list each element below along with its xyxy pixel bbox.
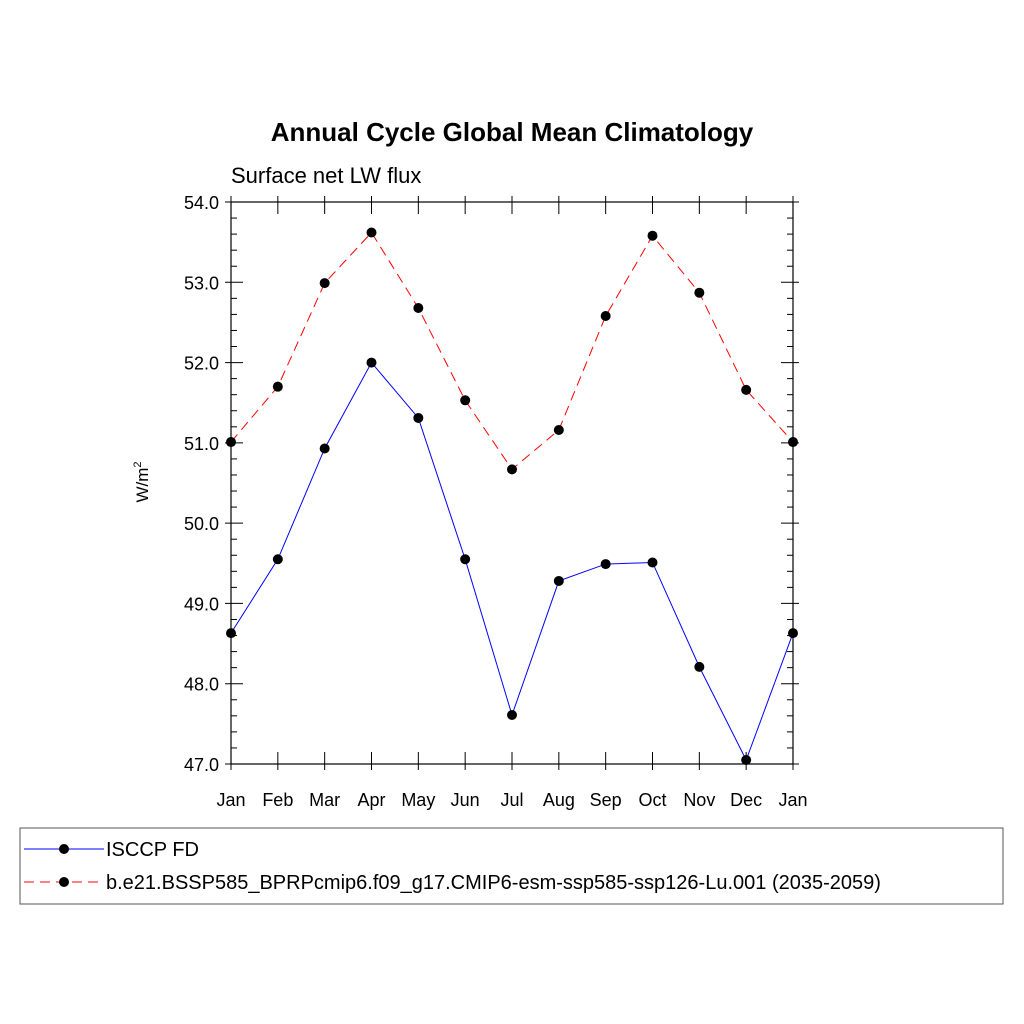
svg-text:W/m2: W/m2 bbox=[132, 461, 152, 502]
y-axis-label-base: W/m bbox=[133, 468, 152, 503]
series-1-point bbox=[600, 559, 611, 570]
legend-marker-2 bbox=[59, 877, 69, 887]
y-axis-label-superscript: 2 bbox=[132, 461, 144, 467]
series-1-point bbox=[507, 710, 517, 721]
series-1-point bbox=[460, 554, 471, 565]
chart-title: Annual Cycle Global Mean Climatology bbox=[271, 117, 754, 147]
x-tick-label: Jul bbox=[500, 790, 523, 810]
y-tick-label: 52.0 bbox=[184, 354, 219, 374]
series-2-point bbox=[460, 395, 471, 406]
y-tick-label: 51.0 bbox=[184, 434, 219, 454]
x-tick-label: Feb bbox=[262, 790, 293, 810]
series-2-point bbox=[647, 230, 658, 241]
y-tick-label: 49.0 bbox=[184, 594, 219, 614]
series-2-point bbox=[366, 227, 377, 238]
series-2-point bbox=[413, 302, 424, 313]
series-1-point bbox=[272, 554, 283, 565]
y-tick-label: 54.0 bbox=[184, 193, 219, 213]
x-tick-label: Jan bbox=[778, 790, 807, 810]
plot-frame bbox=[230, 201, 794, 765]
y-axis-label: W/m2 bbox=[132, 461, 152, 502]
series-2-point bbox=[319, 278, 330, 289]
y-tick-label: 47.0 bbox=[184, 755, 219, 775]
legend-label-1: ISCCP FD bbox=[106, 839, 199, 861]
x-tick-label: Sep bbox=[590, 790, 622, 810]
legend-label-2: b.e21.BSSP585_BPRPcmip6.f09_g17.CMIP6-es… bbox=[106, 872, 881, 894]
legend: ISCCP FD b.e21.BSSP585_BPRPcmip6.f09_g17.… bbox=[24, 839, 881, 894]
series-2-point bbox=[600, 311, 611, 322]
series-1-point bbox=[741, 754, 752, 765]
x-tick-label: Aug bbox=[543, 790, 575, 810]
y-tick-label: 53.0 bbox=[184, 273, 219, 293]
series-2-point bbox=[507, 464, 517, 475]
x-tick-label: May bbox=[401, 790, 435, 810]
series-1-point bbox=[553, 575, 564, 586]
series-1-point bbox=[788, 628, 798, 639]
legend-box bbox=[19, 827, 1004, 905]
series-2-point bbox=[741, 384, 752, 395]
series-2-point bbox=[694, 287, 705, 298]
x-tick-label: Mar bbox=[309, 790, 340, 810]
y-tick-label: 50.0 bbox=[184, 514, 219, 534]
series-1-point bbox=[647, 557, 658, 568]
series-2-point bbox=[553, 425, 564, 436]
series-2-point bbox=[788, 437, 798, 448]
series-1-point bbox=[413, 412, 424, 423]
legend-marker-1 bbox=[59, 844, 69, 854]
series-2-point bbox=[272, 381, 283, 392]
y-tick-label: 48.0 bbox=[184, 675, 219, 695]
series-2-point bbox=[226, 437, 236, 448]
x-tick-label: Apr bbox=[357, 790, 385, 810]
x-tick-label: Jun bbox=[451, 790, 480, 810]
series-1-point bbox=[319, 443, 330, 454]
series-1-point bbox=[366, 357, 377, 368]
axes: 47.0 48.0 49.0 50.0 51.0 52.0 53.0 54.0 Jan Feb Ma… bbox=[184, 193, 808, 810]
series-1-point bbox=[694, 661, 705, 672]
series-line-1 bbox=[230, 361, 794, 762]
series-layer bbox=[226, 227, 798, 765]
x-tick-label: Nov bbox=[683, 790, 715, 810]
x-tick-label: Oct bbox=[638, 790, 666, 810]
x-tick-label: Jan bbox=[216, 790, 245, 810]
chart-subtitle: Surface net LW flux bbox=[231, 163, 421, 188]
series-1-point bbox=[226, 628, 236, 639]
series-line-2 bbox=[230, 231, 794, 471]
x-tick-label: Dec bbox=[730, 790, 762, 810]
